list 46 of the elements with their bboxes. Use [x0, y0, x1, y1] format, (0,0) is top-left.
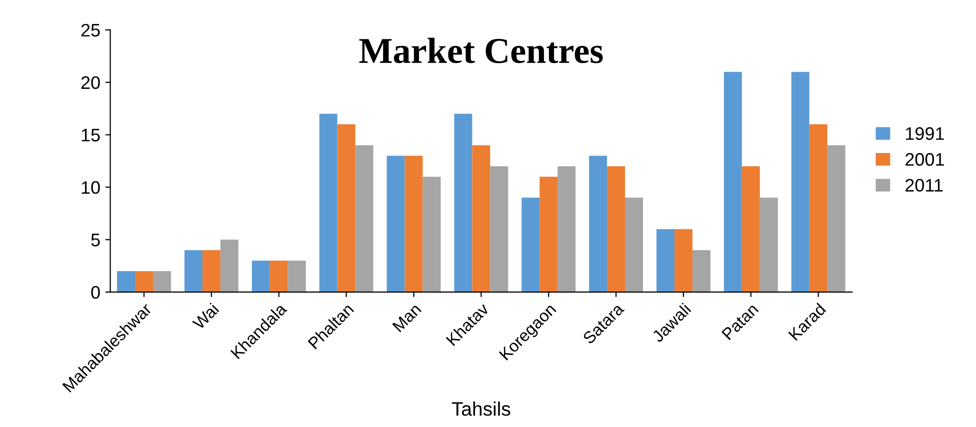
bar	[220, 240, 238, 292]
bar	[589, 156, 608, 292]
bar	[760, 198, 778, 292]
bar	[270, 260, 288, 292]
y-tick-label: 5	[91, 234, 100, 246]
bar	[404, 156, 423, 292]
bar	[490, 166, 508, 292]
bar	[288, 260, 306, 292]
bar	[827, 145, 846, 292]
bar	[117, 271, 136, 292]
bar	[319, 114, 338, 292]
y-tick-label: 10	[82, 181, 100, 194]
bar	[656, 229, 674, 292]
bar	[625, 198, 644, 292]
x-tick-label: Man	[392, 302, 422, 332]
bar	[522, 198, 540, 292]
y-tick-label: 20	[81, 76, 100, 90]
bar	[692, 250, 710, 292]
bar	[558, 166, 576, 292]
chart-title: Market Centres	[359, 38, 603, 64]
bar	[607, 166, 626, 292]
legend-label: 2011	[906, 178, 943, 192]
y-tick-label: 0	[91, 286, 100, 299]
bar	[742, 166, 760, 292]
bar	[135, 271, 153, 292]
bar	[724, 72, 742, 292]
bar	[386, 156, 405, 292]
bar	[202, 250, 220, 292]
bar	[809, 124, 828, 292]
bar	[791, 72, 810, 292]
bar	[152, 271, 171, 292]
legend-label: 2001	[906, 153, 944, 166]
bar	[184, 250, 202, 292]
bar	[337, 124, 356, 292]
bar	[472, 145, 490, 292]
bar	[540, 176, 558, 292]
bar	[422, 176, 441, 292]
legend-label: 1991	[906, 127, 944, 140]
bar	[674, 229, 692, 292]
bar	[355, 145, 374, 292]
y-tick-label: 25	[81, 24, 100, 37]
bar	[454, 114, 472, 292]
x-axis-title: Tahsils	[452, 402, 510, 416]
x-tick-label: Wai	[192, 302, 220, 330]
bar	[252, 260, 270, 292]
y-tick-label: 15	[82, 128, 100, 142]
